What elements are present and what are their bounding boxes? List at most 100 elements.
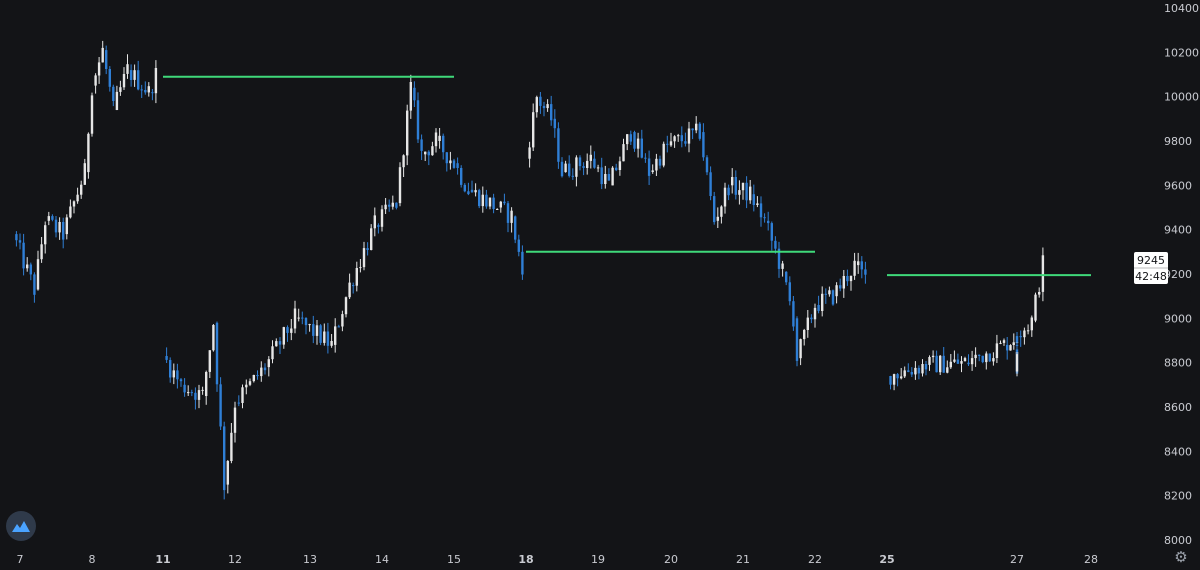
candle-up <box>1038 292 1041 295</box>
candle-up <box>903 370 906 377</box>
candle-up <box>370 228 373 250</box>
candle-down <box>144 90 147 93</box>
candle-up <box>341 314 344 327</box>
candle-up <box>69 206 72 218</box>
candle-down <box>29 264 32 275</box>
candle-down <box>792 301 795 327</box>
candle-up <box>80 184 83 195</box>
candle-up <box>172 370 175 378</box>
candle-up <box>949 361 952 368</box>
y-tick-label: 9400 <box>1164 224 1192 237</box>
candle-down <box>988 353 991 362</box>
countdown-label: 42:48 <box>1135 270 1167 283</box>
candle-down <box>734 177 737 195</box>
candle-up <box>892 374 896 385</box>
candle-up <box>344 297 348 315</box>
candle-down <box>179 379 183 382</box>
candle-down <box>467 191 470 195</box>
candle-down <box>517 239 520 252</box>
candle-up <box>970 358 974 365</box>
candles-group <box>15 40 1045 500</box>
candle-down <box>506 203 510 223</box>
candle-up <box>596 167 600 169</box>
time-axis[interactable]: 7 8 11 12 13 14 15 18 19 20 21 22 25 27 28 <box>17 553 1099 566</box>
candle-down <box>557 128 560 162</box>
candle-up <box>438 135 441 141</box>
candle-up <box>813 307 817 320</box>
candle-up <box>1012 342 1015 345</box>
candle-down <box>463 184 466 192</box>
candle-down <box>478 190 481 207</box>
y-tick-label: 8200 <box>1164 490 1192 503</box>
candle-up <box>233 407 237 433</box>
candle-down <box>810 317 813 320</box>
candle-down <box>442 135 445 153</box>
candle-up <box>373 215 376 229</box>
candle-up <box>275 341 278 347</box>
candle-down <box>112 86 115 101</box>
candle-up <box>756 203 759 205</box>
gear-icon[interactable]: ⚙ <box>1174 548 1188 566</box>
candle-up <box>589 154 592 161</box>
candle-up <box>803 330 806 340</box>
candle-down <box>607 174 611 181</box>
y-tick-label: 8000 <box>1164 534 1192 547</box>
candle-down <box>785 271 788 283</box>
candle-down <box>108 69 111 87</box>
candle-down <box>553 118 556 129</box>
candle-up <box>974 354 977 359</box>
candle-up <box>488 197 492 207</box>
candle-down <box>542 105 546 109</box>
candle-down <box>33 274 36 295</box>
candle-up <box>857 261 860 266</box>
candle-up <box>828 290 831 295</box>
candle-up <box>293 308 297 329</box>
price-axis[interactable]: 8000 8200 8400 8600 8800 9000 9200 9400 9600 9800… <box>1164 2 1199 547</box>
candle-up <box>1034 294 1037 321</box>
candle-down <box>219 384 222 427</box>
logo-icon[interactable] <box>6 511 36 541</box>
candle-up <box>122 74 126 88</box>
candle-up <box>749 186 752 201</box>
candle-up <box>687 128 691 144</box>
candle-up <box>853 260 856 276</box>
candle-down <box>62 222 65 240</box>
candle-up <box>58 222 61 233</box>
candle-up <box>1009 345 1012 351</box>
x-tick-label: 27 <box>1010 553 1024 566</box>
candle-down <box>967 362 970 365</box>
candle-up <box>999 342 1002 344</box>
candle-up <box>290 328 293 333</box>
x-tick-label: 7 <box>17 553 24 566</box>
candle-up <box>230 432 233 461</box>
candle-up <box>323 331 326 343</box>
candle-down <box>470 189 474 193</box>
candle-down <box>658 158 662 166</box>
x-tick-label: 25 <box>879 553 894 566</box>
candle-up <box>83 163 86 185</box>
candle-down <box>190 392 193 394</box>
candle-up <box>406 110 409 156</box>
candle-up <box>197 390 201 400</box>
candle-down <box>1006 344 1009 351</box>
candle-down <box>745 182 748 201</box>
candle-down <box>560 161 564 177</box>
candle-down <box>795 318 799 361</box>
candle-up <box>716 216 719 221</box>
candle-up <box>496 209 499 210</box>
candle-down <box>889 376 892 385</box>
candle-up <box>481 194 484 207</box>
candle-down <box>413 87 416 101</box>
candle-down <box>846 276 849 282</box>
candle-up <box>434 132 438 147</box>
candle-up <box>72 201 76 207</box>
candle-up <box>297 317 300 319</box>
candle-down <box>709 172 712 196</box>
y-tick-label: 9800 <box>1164 135 1192 148</box>
candle-down <box>337 326 340 328</box>
candle-down <box>377 225 380 227</box>
candle-down <box>550 104 553 121</box>
candle-down <box>256 375 259 377</box>
candle-up <box>946 367 949 373</box>
